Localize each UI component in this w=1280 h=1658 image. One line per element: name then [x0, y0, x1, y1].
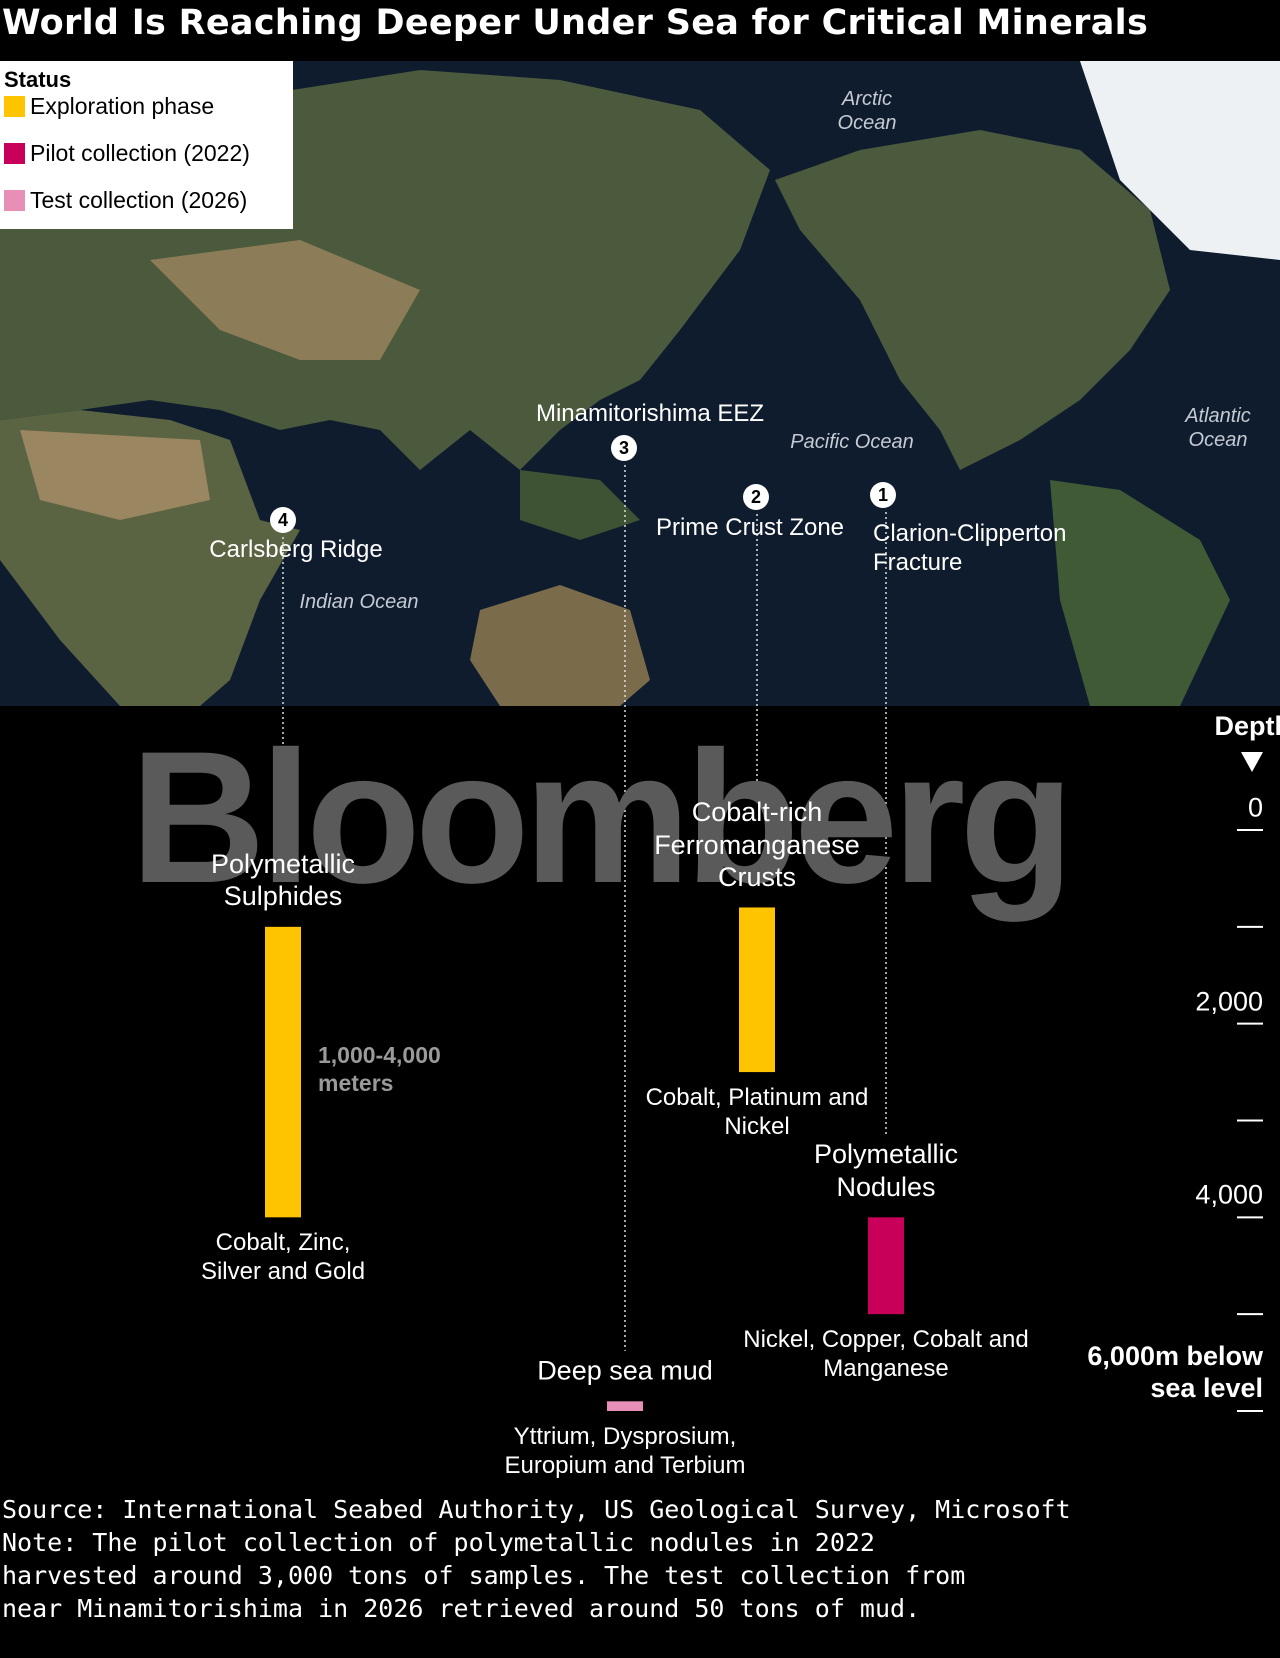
- legend-label: Pilot collection (2022): [30, 140, 250, 166]
- depth-arrow: [1241, 752, 1263, 772]
- site-label: Carlsberg Ridge: [209, 536, 383, 563]
- site-label: Prime Crust Zone: [655, 514, 845, 541]
- y-tick-label: 4,000: [1195, 1179, 1263, 1210]
- legend-swatch: [4, 190, 25, 211]
- ocean-label: Indian Ocean: [299, 591, 419, 613]
- chart-title: World Is Reaching Deeper Under Sea for C…: [2, 3, 1149, 43]
- axis-title-text: Depth: [1214, 711, 1280, 741]
- legend-swatch: [4, 143, 25, 164]
- legend-title: Status: [4, 67, 72, 92]
- axis-title: Depth: [1215, 710, 1280, 742]
- legend: Status Exploration phase Pilot collection…: [0, 61, 293, 229]
- ocean-label: Atlantic Ocean: [1185, 405, 1251, 451]
- minerals-label: Cobalt, Zinc, Silver and Gold: [200, 1229, 366, 1286]
- depth-bar: [868, 1217, 904, 1315]
- source: Source: International Seabed Authority, …: [2, 1495, 1071, 1524]
- deposit-name: Cobalt-rich Ferromanganese Crusts: [654, 797, 860, 893]
- site-label: Minamitorishima EEZ: [535, 400, 765, 427]
- y-tick-label: 2,000: [1195, 986, 1263, 1017]
- depth-bar: [265, 926, 301, 1218]
- chart-marks: [265, 465, 1263, 1412]
- depth-bar: [607, 1401, 643, 1411]
- deposit-name: Polymetallic Sulphides: [210, 849, 356, 912]
- minerals-label: Yttrium, Dysprosium, Europium and Terbiu…: [504, 1423, 746, 1479]
- depth-bar: [739, 907, 775, 1073]
- y-tick-label: 6,000m below sea level: [1087, 1341, 1263, 1404]
- legend-label: Exploration phase: [30, 93, 215, 119]
- range-label: 1,000-4,000 meters: [318, 1042, 441, 1096]
- site-label: Clarion-Clipperton Fracture: [873, 520, 1067, 576]
- site-marker: 1: [870, 482, 896, 508]
- ocean-label: Pacific Ocean: [790, 431, 914, 453]
- legend-label: Test collection (2026): [30, 187, 248, 213]
- deposit-name: Deep sea mud: [537, 1355, 713, 1386]
- minerals-label: Cobalt, Platinum and Nickel: [645, 1084, 869, 1140]
- y-tick-label: 0: [1247, 792, 1263, 823]
- legend-swatch: [4, 96, 25, 117]
- site-marker: 3: [611, 435, 637, 461]
- ocean-label: Arctic Ocean: [837, 88, 897, 134]
- watermark: Bloomberg: [130, 712, 1074, 922]
- map-land: [0, 61, 1280, 706]
- site-marker: 4: [270, 507, 296, 533]
- note: Note: The pilot collection of polymetall…: [2, 1528, 966, 1623]
- minerals-label: Nickel, Copper, Cobalt and Manganese: [743, 1326, 1029, 1382]
- site-marker: 2: [743, 484, 769, 510]
- deposit-name: Polymetallic Nodules: [813, 1139, 959, 1202]
